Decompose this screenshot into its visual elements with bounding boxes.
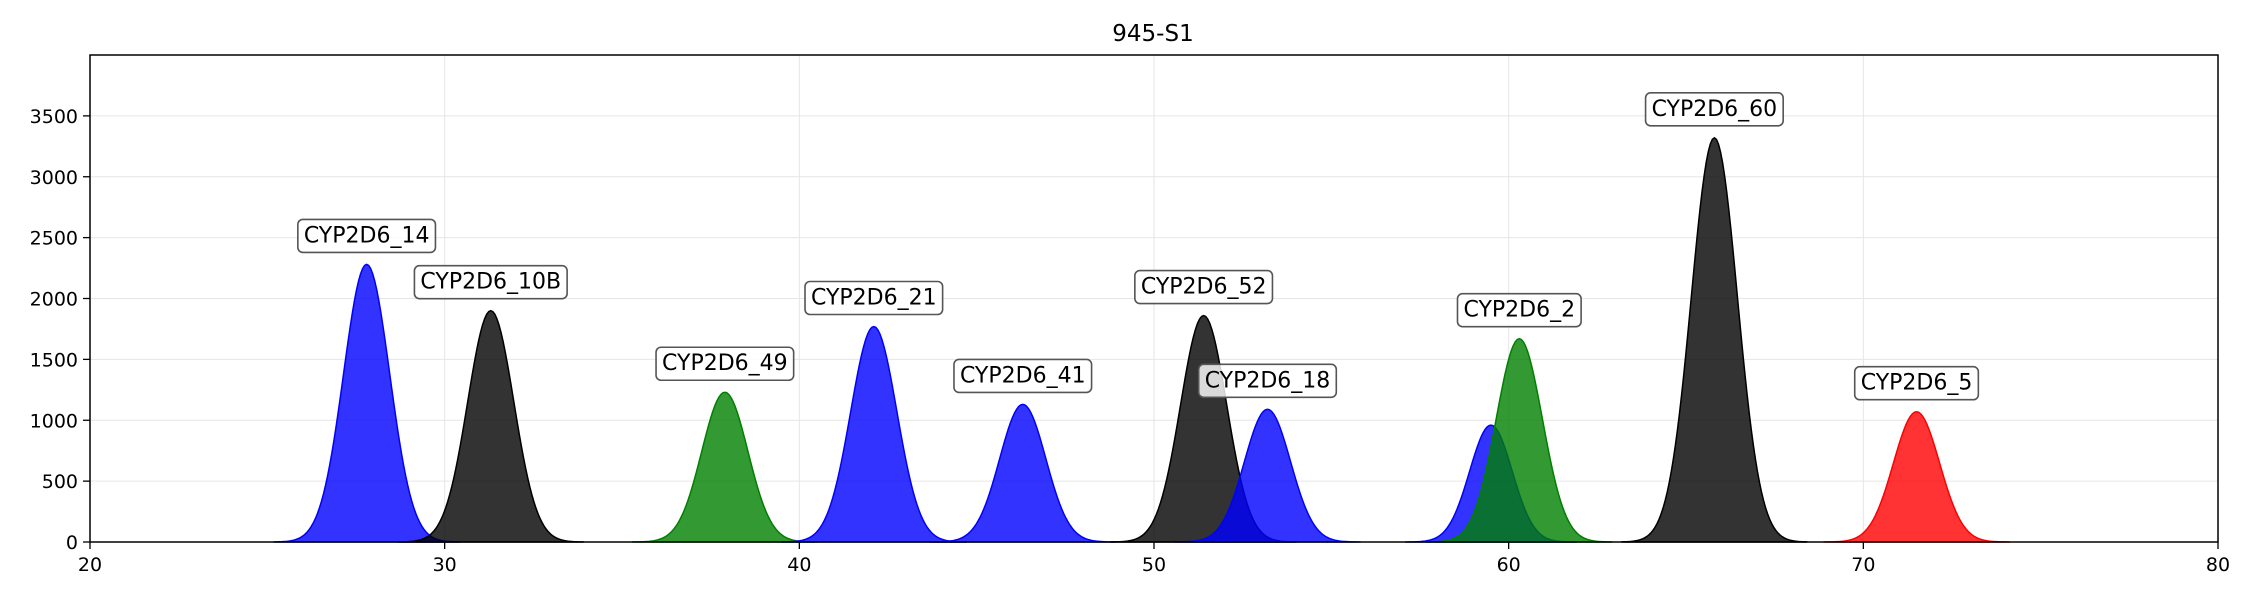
peak-label-box <box>1134 269 1274 305</box>
peak-label-text: CYP2D6_10B <box>420 270 561 295</box>
x-tick-label: 70 <box>1851 554 1875 576</box>
peak-label-text: CYP2D6_52 <box>1141 275 1267 300</box>
peak-label-box <box>1456 292 1582 328</box>
peak-label: CYP2D6_49 <box>655 346 795 382</box>
peak-label-text: CYP2D6_49 <box>662 351 788 376</box>
x-tick-label: 30 <box>433 554 457 576</box>
peak-cyp2d6_41 <box>929 403 1116 543</box>
peak-label-box <box>655 346 795 382</box>
x-tick-label: 50 <box>1142 554 1166 576</box>
peak-label-text: CYP2D6_41 <box>960 363 1086 388</box>
peak-label: CYP2D6_52 <box>1134 269 1274 305</box>
peak-label-box <box>953 358 1093 394</box>
peak-label-box <box>1644 91 1784 127</box>
peak-label: CYP2D6_18 <box>1197 363 1338 399</box>
peak-label-text: CYP2D6_18 <box>1205 368 1331 393</box>
peak-label-text: CYP2D6_2 <box>1463 298 1575 323</box>
x-tick-label: 60 <box>1497 554 1521 576</box>
peak-label: CYP2D6_5 <box>1853 365 1980 401</box>
peak-label-text: CYP2D6_21 <box>811 286 937 311</box>
peak-label-box <box>1197 363 1338 399</box>
peak-cyp2d6_60 <box>1621 136 1808 543</box>
peak-cyp2d6_2 <box>1426 337 1613 543</box>
y-tick-label: 3500 <box>30 106 78 128</box>
peak-label-box <box>804 280 944 316</box>
x-tick-label: 20 <box>78 554 102 576</box>
peak-label-box <box>1853 365 1980 401</box>
peak-labels: CYP2D6_14 CYP2D6_10B CYP2D6_49 CYP2D6_21 CYP… <box>297 91 1980 401</box>
peak-cyp2d6_5 <box>1823 410 2010 543</box>
axes: 20 30 40 50 60 70 80 0 500 1000 1500 2000 2500 3000 35… <box>30 54 2230 576</box>
peaks <box>273 136 2010 543</box>
peak-cyp2d6_49 <box>631 391 818 543</box>
x-tick-label: 40 <box>787 554 811 576</box>
y-tick-label: 500 <box>42 471 78 493</box>
peak-label-box <box>413 264 568 300</box>
peak-label: CYP2D6_21 <box>804 280 944 316</box>
y-tick-label: 0 <box>66 532 78 554</box>
y-tick-label: 2500 <box>30 228 78 250</box>
chart-title: 945-S1 <box>1112 21 1193 47</box>
peak-label: CYP2D6_41 <box>953 358 1093 394</box>
y-tick-label: 3000 <box>30 167 78 189</box>
y-tick-label: 2000 <box>30 289 78 311</box>
peak-label-text: CYP2D6_60 <box>1652 97 1778 122</box>
peak-cyp2d6_18 <box>1174 408 1361 543</box>
peak-label: CYP2D6_2 <box>1456 292 1582 328</box>
peak-label: CYP2D6_10B <box>413 264 568 300</box>
x-tick-label: 80 <box>2206 554 2230 576</box>
peak-label-text: CYP2D6_14 <box>304 223 430 248</box>
y-tick-label: 1500 <box>30 349 78 371</box>
peak-label-box <box>297 218 437 254</box>
peak-cyp2d6_14 <box>273 263 460 543</box>
peak-label: CYP2D6_14 <box>297 218 437 254</box>
y-tick-label: 1000 <box>30 410 78 432</box>
peak-cyp2d6_21 <box>780 325 967 543</box>
peak-cyp2d6_10b <box>397 309 584 543</box>
peak-label: CYP2D6_60 <box>1644 91 1784 127</box>
peak-label-text: CYP2D6_5 <box>1861 371 1973 396</box>
